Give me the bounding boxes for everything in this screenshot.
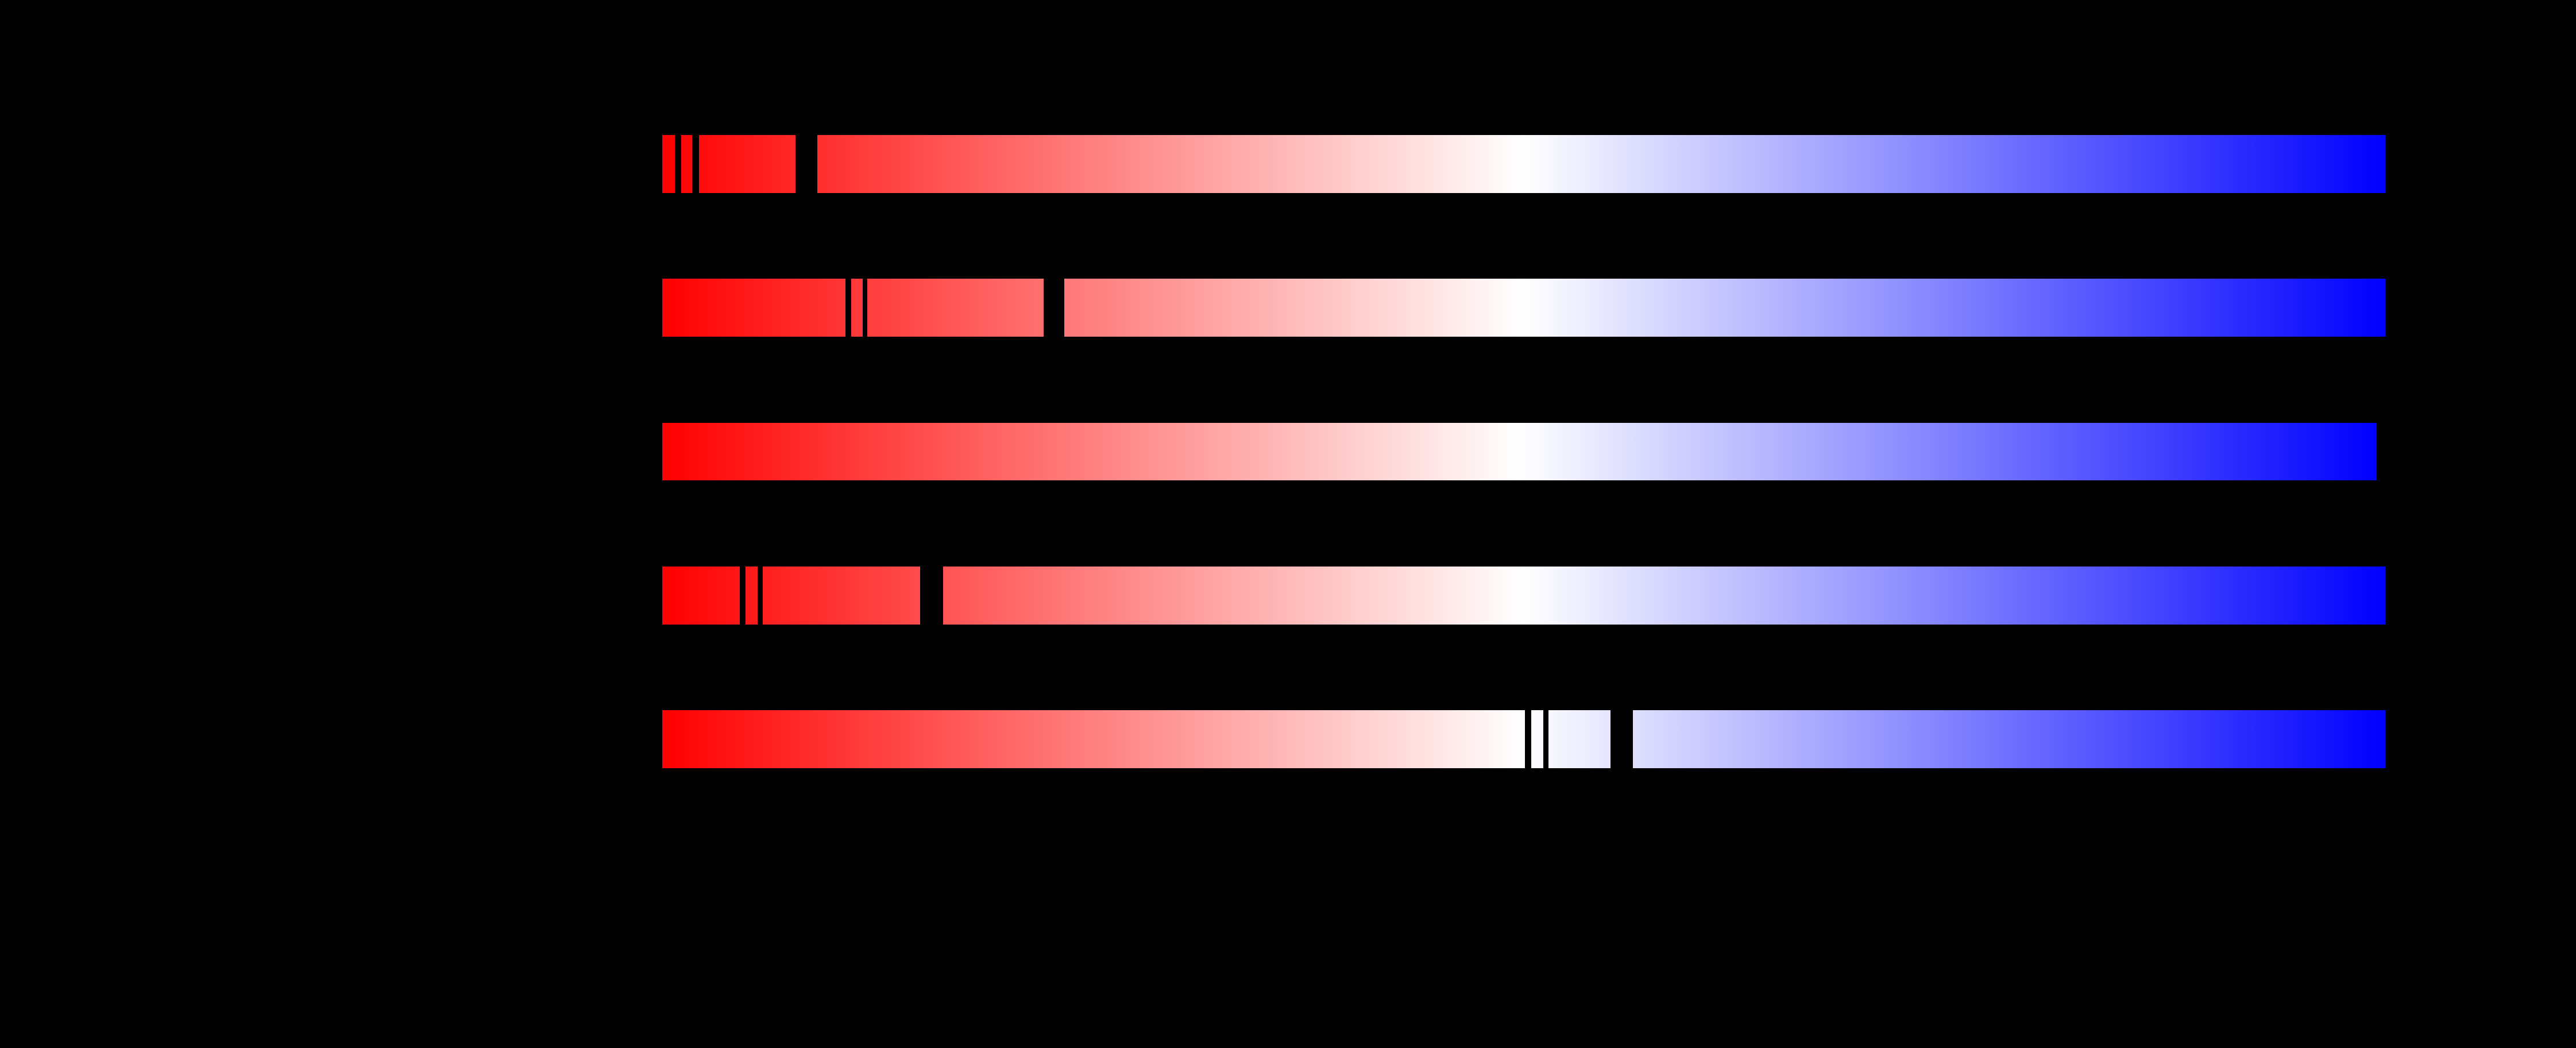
value-marker xyxy=(1044,279,1064,337)
value-marker xyxy=(758,567,763,625)
gradient-bar-5 xyxy=(662,710,2385,768)
gradient-bar-3 xyxy=(662,423,2377,480)
value-marker xyxy=(1525,710,1531,768)
value-marker xyxy=(845,279,851,337)
gradient-bar-2 xyxy=(662,279,2385,337)
value-marker xyxy=(692,135,699,193)
value-marker xyxy=(795,135,817,193)
value-marker xyxy=(740,567,746,625)
value-marker xyxy=(920,567,943,625)
value-marker xyxy=(863,279,867,337)
value-marker xyxy=(1543,710,1548,768)
gradient-bar-1 xyxy=(662,135,2385,193)
gradient-bar-4 xyxy=(662,567,2385,625)
value-marker xyxy=(1611,710,1633,768)
value-marker xyxy=(675,135,681,193)
